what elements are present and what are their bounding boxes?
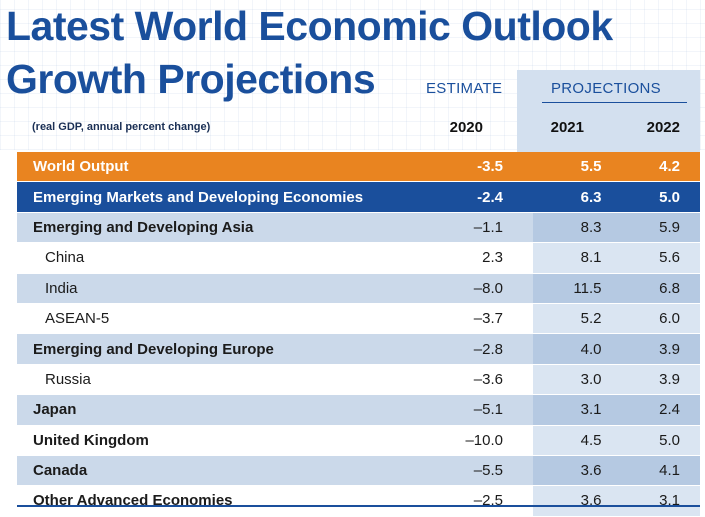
- row-label: World Output: [17, 152, 458, 183]
- table-row: India –8.0 11.5 6.8: [17, 273, 700, 304]
- table-row: World Output -3.5 5.5 4.2: [17, 152, 700, 183]
- value-2020: –8.0: [457, 273, 503, 304]
- title-line-1: Latest World Economic Outlook: [6, 3, 613, 49]
- value-2022: 4.2: [601, 152, 700, 183]
- value-2022: 5.6: [601, 242, 700, 274]
- value-2020: –10.0: [457, 425, 503, 456]
- projections-underline: [542, 102, 687, 103]
- value-2020: –2.5: [457, 485, 503, 517]
- column-gap: [502, 152, 533, 183]
- value-2022: 6.8: [601, 273, 700, 304]
- growth-projections-table: World Output -3.5 5.5 4.2 Emerging Markets a…: [17, 152, 700, 517]
- value-2022: 3.9: [601, 333, 700, 365]
- title-line-2: Growth Projections: [6, 56, 376, 102]
- value-2021: 11.5: [532, 273, 602, 304]
- value-2022: 3.9: [601, 364, 700, 396]
- value-2021: 3.6: [532, 485, 602, 517]
- table-row: United Kingdom –10.0 4.5 5.0: [17, 425, 700, 456]
- column-header-2022: 2022: [646, 119, 680, 136]
- column-gap: [502, 303, 533, 335]
- column-gap: [502, 485, 533, 517]
- value-2020: –5.5: [457, 455, 503, 487]
- value-2022: 2.4: [601, 394, 700, 426]
- value-2021: 3.0: [532, 364, 602, 396]
- value-2020: –5.1: [457, 394, 503, 426]
- value-2021: 5.5: [532, 152, 602, 183]
- value-2021: 5.2: [532, 303, 602, 335]
- value-2021: 3.1: [532, 394, 602, 426]
- table-row: Emerging and Developing Asia –1.1 8.3 5.9: [17, 212, 700, 244]
- unit-note: (real GDP, annual percent change): [32, 121, 211, 133]
- table-row: Canada –5.5 3.6 4.1: [17, 455, 700, 487]
- estimate-label: ESTIMATE: [426, 80, 503, 97]
- table-row: Emerging Markets and Developing Economie…: [17, 181, 700, 213]
- row-label: Emerging and Developing Asia: [17, 212, 458, 244]
- row-label: Emerging and Developing Europe: [17, 333, 458, 365]
- value-2022: 6.0: [601, 303, 700, 335]
- row-label: ASEAN-5: [17, 303, 458, 335]
- row-label: Emerging Markets and Developing Economie…: [17, 181, 458, 213]
- row-label: Russia: [17, 364, 458, 396]
- column-gap: [502, 181, 533, 213]
- value-2020: -2.4: [457, 181, 503, 213]
- value-2020: 2.3: [457, 242, 503, 274]
- value-2021: 8.3: [532, 212, 602, 244]
- value-2021: 4.0: [532, 333, 602, 365]
- value-2020: –2.8: [457, 333, 503, 365]
- column-gap: [502, 425, 533, 456]
- column-gap: [502, 394, 533, 426]
- row-label: Canada: [17, 455, 458, 487]
- value-2021: 3.6: [532, 455, 602, 487]
- column-gap: [502, 364, 533, 396]
- value-2020: –3.6: [457, 364, 503, 396]
- table-bottom-rule: [17, 505, 700, 507]
- column-gap: [502, 455, 533, 487]
- value-2021: 8.1: [532, 242, 602, 274]
- value-2020: –1.1: [457, 212, 503, 244]
- value-2022: 4.1: [601, 455, 700, 487]
- table-row: Other Advanced Economies –2.5 3.6 3.1: [17, 485, 700, 517]
- table-row: Japan –5.1 3.1 2.4: [17, 394, 700, 426]
- column-gap: [502, 242, 533, 274]
- row-label: Japan: [17, 394, 458, 426]
- table-row: Emerging and Developing Europe –2.8 4.0 3.9: [17, 333, 700, 365]
- column-gap: [502, 273, 533, 304]
- column-gap: [502, 212, 533, 244]
- value-2021: 6.3: [532, 181, 602, 213]
- row-label: India: [17, 273, 458, 304]
- value-2022: 5.0: [601, 181, 700, 213]
- row-label: Other Advanced Economies: [17, 485, 458, 517]
- row-label: China: [17, 242, 458, 274]
- value-2022: 5.0: [601, 425, 700, 456]
- row-label: United Kingdom: [17, 425, 458, 456]
- column-header-2020: 2020: [449, 119, 483, 136]
- value-2022: 5.9: [601, 212, 700, 244]
- value-2020: –3.7: [457, 303, 503, 335]
- projections-label: PROJECTIONS: [551, 80, 661, 97]
- table-row: China 2.3 8.1 5.6: [17, 242, 700, 274]
- value-2022: 3.1: [601, 485, 700, 517]
- value-2020: -3.5: [457, 152, 503, 183]
- table-row: ASEAN-5 –3.7 5.2 6.0: [17, 303, 700, 335]
- column-gap: [502, 333, 533, 365]
- table-row: Russia –3.6 3.0 3.9: [17, 364, 700, 396]
- column-header-2021: 2021: [550, 119, 584, 136]
- value-2021: 4.5: [532, 425, 602, 456]
